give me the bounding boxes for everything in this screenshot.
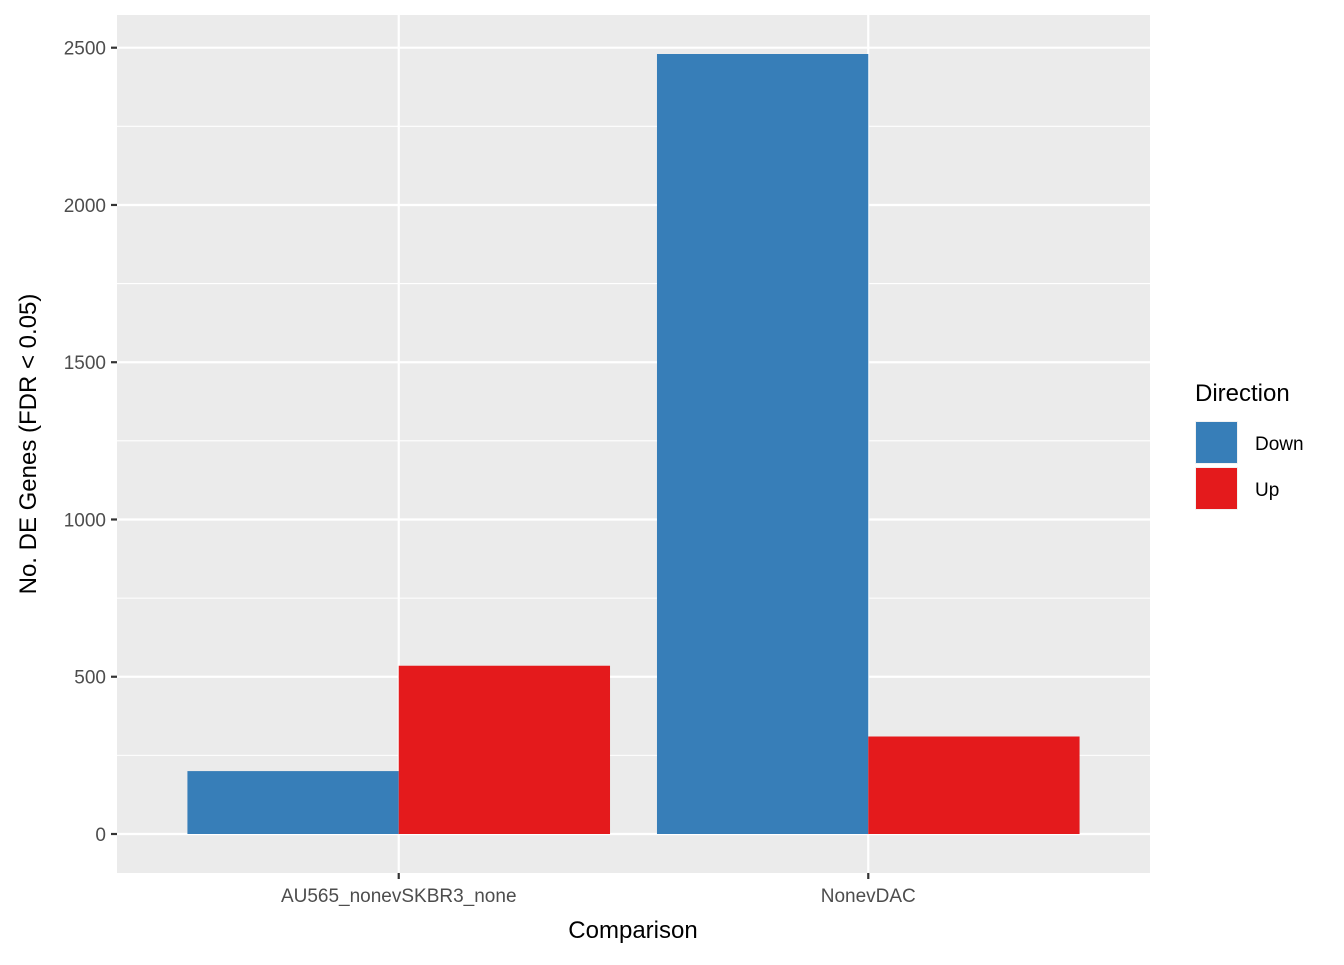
y-tick-label: 500 (74, 668, 106, 689)
legend: Direction Down Up (1195, 380, 1304, 510)
bar-down-0 (187, 771, 399, 834)
y-tick-label: 2000 (64, 196, 106, 217)
legend-label: Up (1255, 480, 1279, 501)
bar-up-0 (398, 665, 611, 834)
bars (187, 54, 1080, 834)
y-tick-label: 1000 (64, 510, 106, 531)
y-tick-label: 2500 (64, 39, 106, 60)
y-axis: 0 500 1000 1500 2000 2500 (64, 39, 117, 846)
x-axis-title: Comparison (568, 917, 697, 944)
y-axis-title: No. DE Genes (FDR < 0.05) (15, 294, 42, 595)
legend-label: Down (1255, 434, 1304, 455)
legend-key-up (1196, 468, 1237, 509)
y-tick-label: 0 (95, 825, 106, 846)
x-tick-label: NonevDAC (821, 886, 916, 907)
x-tick-label: AU565_nonevSKBR3_none (281, 886, 517, 907)
plot-panel (117, 15, 1150, 873)
bar-up-1 (868, 736, 1080, 834)
bar-down-1 (656, 54, 869, 834)
legend-key-down (1196, 422, 1237, 463)
x-axis: AU565_nonevSKBR3_none NonevDAC (281, 873, 916, 907)
legend-title: Direction (1195, 380, 1290, 407)
y-tick-label: 1500 (64, 353, 106, 374)
major-gridlines (117, 15, 1150, 873)
